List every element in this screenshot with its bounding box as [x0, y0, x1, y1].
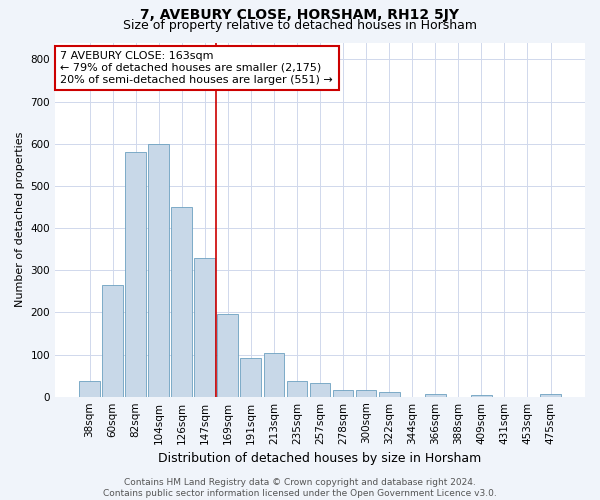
Bar: [356, 390, 376, 396]
Bar: [471, 394, 492, 396]
Bar: [217, 314, 238, 396]
Bar: [148, 144, 169, 396]
Text: Size of property relative to detached houses in Horsham: Size of property relative to detached ho…: [123, 19, 477, 32]
Text: Contains HM Land Registry data © Crown copyright and database right 2024.
Contai: Contains HM Land Registry data © Crown c…: [103, 478, 497, 498]
Bar: [540, 394, 561, 396]
Bar: [102, 285, 123, 397]
Text: 7 AVEBURY CLOSE: 163sqm
← 79% of detached houses are smaller (2,175)
20% of semi: 7 AVEBURY CLOSE: 163sqm ← 79% of detache…: [61, 52, 333, 84]
Bar: [287, 380, 307, 396]
Bar: [194, 258, 215, 396]
Bar: [263, 354, 284, 397]
Bar: [241, 358, 261, 397]
Bar: [425, 394, 446, 396]
Bar: [332, 390, 353, 396]
Bar: [125, 152, 146, 396]
Bar: [172, 207, 192, 396]
Bar: [79, 381, 100, 396]
Y-axis label: Number of detached properties: Number of detached properties: [15, 132, 25, 308]
X-axis label: Distribution of detached houses by size in Horsham: Distribution of detached houses by size …: [158, 452, 482, 465]
Text: 7, AVEBURY CLOSE, HORSHAM, RH12 5JY: 7, AVEBURY CLOSE, HORSHAM, RH12 5JY: [140, 8, 460, 22]
Bar: [379, 392, 400, 396]
Bar: [310, 383, 331, 396]
